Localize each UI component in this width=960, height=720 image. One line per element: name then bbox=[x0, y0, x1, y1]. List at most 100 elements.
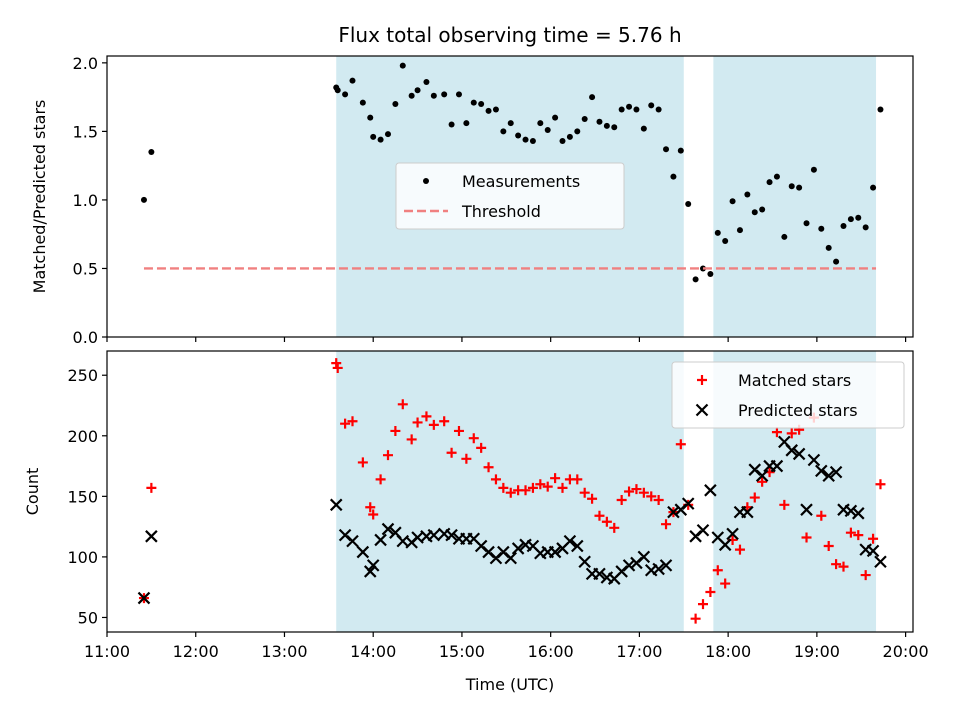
data-point bbox=[468, 433, 479, 444]
data-point bbox=[594, 510, 605, 521]
data-point bbox=[445, 528, 458, 542]
data-point bbox=[478, 100, 485, 107]
x-tick-label: 17:00 bbox=[616, 642, 662, 661]
data-point bbox=[875, 479, 886, 490]
data-point bbox=[470, 99, 477, 106]
data-point bbox=[816, 510, 827, 521]
data-point bbox=[690, 613, 701, 624]
data-point bbox=[611, 124, 618, 131]
data-point bbox=[749, 492, 760, 503]
data-point bbox=[382, 450, 393, 461]
legend-marker bbox=[423, 178, 429, 184]
data-point bbox=[587, 493, 598, 504]
data-point bbox=[853, 530, 864, 541]
data-point bbox=[877, 106, 884, 113]
data-point bbox=[741, 505, 754, 519]
data-point bbox=[347, 416, 358, 427]
data-point bbox=[631, 484, 642, 495]
data-point bbox=[548, 545, 562, 559]
data-point bbox=[399, 62, 406, 69]
data-point bbox=[744, 191, 751, 198]
series-predicted-stars bbox=[137, 435, 887, 605]
data-point bbox=[421, 411, 432, 422]
data-point bbox=[838, 561, 849, 572]
data-point bbox=[831, 559, 842, 570]
data-point bbox=[755, 469, 769, 483]
data-point bbox=[593, 567, 606, 581]
data-point bbox=[340, 418, 351, 429]
x-tick-label: 13:00 bbox=[261, 642, 307, 661]
data-point bbox=[868, 533, 879, 544]
data-point bbox=[511, 542, 525, 555]
data-point bbox=[685, 201, 692, 208]
data-point bbox=[870, 184, 877, 191]
data-point bbox=[557, 482, 568, 493]
data-point bbox=[637, 550, 651, 564]
legend-box bbox=[395, 162, 625, 230]
data-point bbox=[349, 77, 356, 84]
data-point bbox=[492, 106, 499, 113]
data-point bbox=[786, 428, 797, 439]
axes-frame bbox=[106, 55, 914, 338]
data-point bbox=[844, 504, 858, 518]
data-point bbox=[578, 555, 591, 569]
data-point bbox=[847, 216, 854, 223]
data-point bbox=[677, 147, 684, 154]
data-point bbox=[441, 91, 448, 98]
data-point bbox=[397, 399, 408, 410]
data-point bbox=[542, 481, 553, 492]
data-point bbox=[559, 137, 566, 144]
data-point bbox=[771, 427, 782, 438]
data-point bbox=[707, 270, 714, 277]
data-point bbox=[374, 533, 387, 547]
data-point bbox=[331, 358, 342, 369]
data-point bbox=[550, 473, 561, 484]
data-point bbox=[490, 474, 501, 485]
data-point bbox=[356, 545, 370, 559]
data-point bbox=[572, 474, 583, 485]
data-point bbox=[626, 103, 633, 110]
data-point bbox=[603, 122, 610, 129]
data-point bbox=[483, 462, 494, 473]
data-point bbox=[363, 565, 377, 578]
data-point bbox=[696, 523, 710, 537]
data-point bbox=[616, 494, 627, 505]
data-point bbox=[140, 196, 147, 203]
data-point bbox=[796, 184, 803, 191]
x-tick-label: 12:00 bbox=[173, 642, 219, 661]
data-point bbox=[712, 565, 723, 576]
data-point bbox=[423, 79, 430, 86]
data-point bbox=[359, 99, 366, 106]
data-point bbox=[720, 578, 731, 589]
x-tick-label: 11:00 bbox=[84, 642, 130, 661]
data-point bbox=[845, 527, 856, 538]
data-point bbox=[377, 136, 384, 143]
data-point bbox=[792, 447, 806, 461]
data-point bbox=[544, 127, 551, 134]
data-point bbox=[803, 220, 810, 227]
legend: Measurements Threshold bbox=[395, 162, 625, 230]
legend-label: Measurements bbox=[462, 172, 580, 191]
data-point bbox=[346, 534, 359, 548]
x-tick-label: 14:00 bbox=[350, 642, 396, 661]
shaded-interval-2 bbox=[713, 56, 877, 337]
data-point bbox=[822, 469, 835, 483]
data-point bbox=[766, 179, 773, 186]
data-point bbox=[375, 474, 386, 485]
data-point bbox=[366, 559, 380, 572]
data-point bbox=[648, 102, 655, 109]
top-panel: 0.0 0.5 1.0 1.5 2.0 Matched/Predicted stars Fl… bbox=[30, 23, 914, 347]
data-point bbox=[367, 114, 374, 121]
data-point bbox=[563, 534, 577, 548]
data-point bbox=[759, 206, 766, 213]
data-point bbox=[734, 544, 745, 555]
data-point bbox=[785, 444, 799, 457]
data-point bbox=[781, 233, 788, 240]
data-point bbox=[428, 419, 439, 430]
data-point bbox=[520, 485, 531, 496]
data-point bbox=[751, 209, 758, 216]
data-point bbox=[589, 94, 596, 101]
data-point bbox=[392, 100, 399, 107]
data-point bbox=[622, 559, 636, 572]
data-point bbox=[788, 183, 795, 190]
